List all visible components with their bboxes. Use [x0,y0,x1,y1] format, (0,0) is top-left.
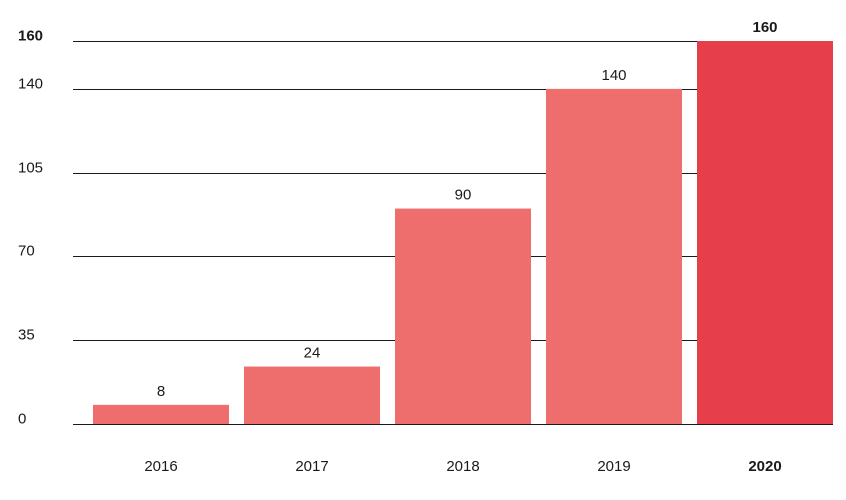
bar-2016 [93,404,229,424]
y-tick-label: 140 [18,76,43,93]
value-label-2016: 8 [157,383,165,400]
value-label-2019: 140 [601,67,626,84]
bars [93,41,833,424]
y-tick-label: 0 [18,411,26,428]
x-tick-label-2016: 2016 [144,458,177,475]
bar-2018 [395,208,531,424]
x-tick-label-2019: 2019 [597,458,630,475]
x-tick-label-2018: 2018 [446,458,479,475]
value-label-2018: 90 [455,187,472,204]
value-labels: 8 24 90 140 160 [157,19,778,400]
x-axis-ticks: 2016 2017 2018 2019 2020 [144,458,781,475]
y-tick-label: 70 [18,243,35,260]
bar-2017 [244,366,380,424]
y-tick-label: 35 [18,327,35,344]
x-tick-label-2017: 2017 [295,458,328,475]
value-label-2017: 24 [304,345,321,362]
bar-2019 [546,88,682,424]
y-axis-ticks: 0 35 70 105 140 160 [18,28,43,428]
y-tick-label: 160 [18,28,43,45]
y-tick-label: 105 [18,160,43,177]
x-tick-label-2020: 2020 [748,458,781,475]
value-label-2020: 160 [752,19,777,36]
bar-2020 [697,41,833,424]
